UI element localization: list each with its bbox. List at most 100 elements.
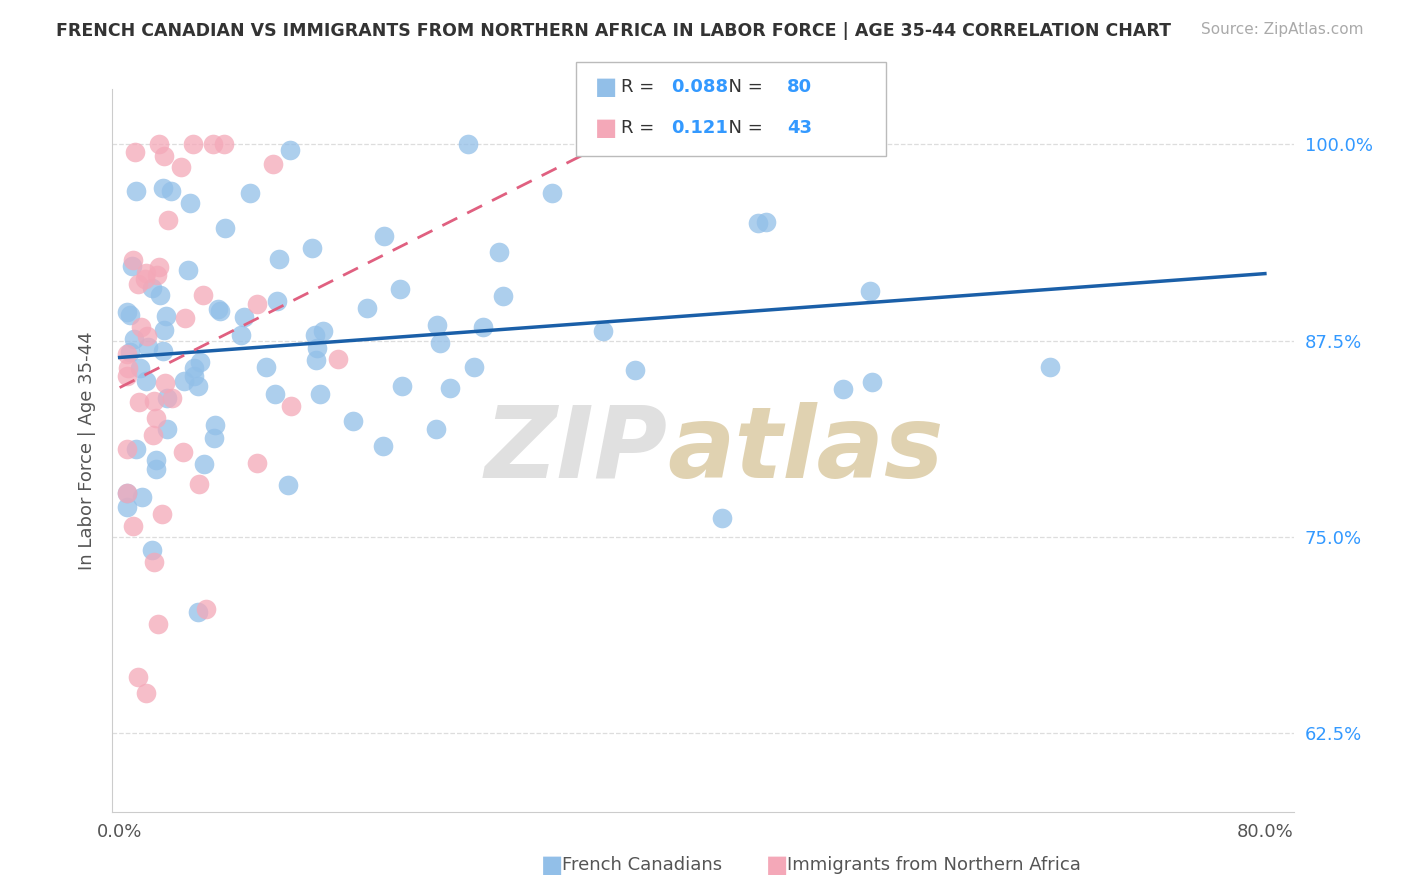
Point [439, 381, 461, 395]
Text: ■: ■ [595, 116, 617, 139]
Point [193, 287, 215, 301]
Point [172, 445, 194, 459]
Point [488, 245, 510, 260]
Point [188, 477, 211, 491]
Point [160, 391, 183, 405]
Point [859, 284, 882, 298]
Point [425, 422, 447, 436]
Point [127, 277, 149, 291]
Point [262, 157, 284, 171]
Point [755, 215, 778, 229]
Point [301, 241, 323, 255]
Point [122, 332, 145, 346]
Point [312, 324, 335, 338]
Text: 0.088: 0.088 [671, 78, 728, 95]
Point [179, 196, 201, 211]
Text: Source: ZipAtlas.com: Source: ZipAtlas.com [1201, 22, 1364, 37]
Point [176, 262, 198, 277]
Point [148, 260, 170, 275]
Point [117, 361, 139, 376]
Point [149, 288, 172, 302]
Text: 43: 43 [787, 119, 813, 136]
Point [115, 500, 138, 514]
Point [145, 453, 167, 467]
Point [391, 378, 413, 392]
Point [173, 311, 195, 326]
Point [229, 328, 252, 343]
Point [141, 281, 163, 295]
Point [148, 137, 170, 152]
Point [429, 335, 451, 350]
Point [193, 458, 215, 472]
Point [183, 361, 205, 376]
Point [157, 213, 180, 227]
Point [143, 555, 166, 569]
Text: French Canadians: French Canadians [562, 856, 723, 874]
Point [118, 308, 141, 322]
Point [142, 427, 165, 442]
Point [389, 282, 412, 296]
Text: FRENCH CANADIAN VS IMMIGRANTS FROM NORTHERN AFRICA IN LABOR FORCE | AGE 35-44 CO: FRENCH CANADIAN VS IMMIGRANTS FROM NORTH… [56, 22, 1171, 40]
Point [373, 439, 395, 453]
Point [135, 266, 157, 280]
Point [188, 355, 211, 369]
Point [181, 137, 204, 152]
Point [160, 184, 183, 198]
Point [146, 268, 169, 283]
Point [156, 422, 179, 436]
Point [269, 252, 291, 266]
Point [183, 369, 205, 384]
Point [115, 486, 138, 500]
Point [305, 352, 328, 367]
Point [457, 137, 479, 152]
Point [152, 322, 174, 336]
Point [125, 442, 148, 457]
Point [239, 186, 262, 201]
Point [186, 605, 208, 619]
Point [233, 310, 256, 325]
Point [304, 327, 326, 342]
Point [122, 253, 145, 268]
Point [860, 376, 883, 390]
Point [152, 181, 174, 195]
Point [592, 324, 614, 338]
Text: N =: N = [717, 119, 769, 136]
Point [115, 442, 138, 456]
Point [471, 319, 494, 334]
Point [711, 511, 734, 525]
Point [121, 259, 143, 273]
Point [266, 294, 288, 309]
Point [118, 345, 141, 359]
Point [115, 485, 138, 500]
Text: R =: R = [621, 78, 661, 95]
Text: R =: R = [621, 119, 661, 136]
Point [305, 341, 328, 355]
Point [463, 360, 485, 375]
Point [152, 343, 174, 358]
Point [655, 137, 678, 152]
Text: 0.121: 0.121 [671, 119, 727, 136]
Point [492, 289, 515, 303]
Point [328, 352, 350, 367]
Point [254, 359, 277, 374]
Point [136, 340, 159, 354]
Point [134, 272, 156, 286]
Point [145, 410, 167, 425]
Point [624, 363, 647, 377]
Point [128, 395, 150, 409]
Point [187, 378, 209, 392]
Point [426, 318, 449, 333]
Point [277, 477, 299, 491]
Point [153, 148, 176, 162]
Point [128, 360, 150, 375]
Point [540, 186, 562, 200]
Point [115, 347, 138, 361]
Point [145, 462, 167, 476]
Text: 80: 80 [787, 78, 813, 95]
Point [202, 431, 225, 445]
Point [135, 374, 157, 388]
Point [309, 387, 332, 401]
Point [173, 374, 195, 388]
Point [204, 417, 226, 432]
Point [207, 301, 229, 316]
